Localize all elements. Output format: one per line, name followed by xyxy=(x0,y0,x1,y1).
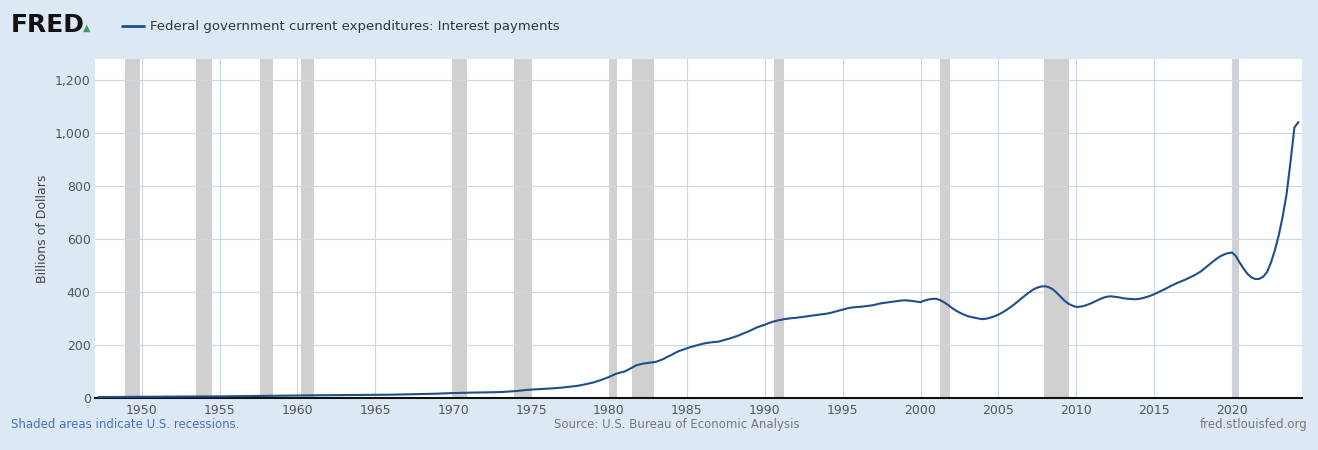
Text: Federal government current expenditures: Interest payments: Federal government current expenditures:… xyxy=(150,20,560,33)
Bar xyxy=(302,58,314,398)
Bar xyxy=(609,58,617,398)
Text: Shaded areas indicate U.S. recessions.: Shaded areas indicate U.S. recessions. xyxy=(11,418,239,431)
Bar xyxy=(452,58,468,398)
Text: ▲: ▲ xyxy=(83,23,91,33)
Text: fred.stlouisfed.org: fred.stlouisfed.org xyxy=(1199,418,1307,431)
Bar xyxy=(774,58,784,398)
Bar xyxy=(196,58,212,398)
Bar xyxy=(1232,58,1239,398)
Y-axis label: Billions of Dollars: Billions of Dollars xyxy=(37,174,49,283)
Bar xyxy=(125,58,140,398)
Text: FRED: FRED xyxy=(11,13,84,37)
Text: Source: U.S. Bureau of Economic Analysis: Source: U.S. Bureau of Economic Analysis xyxy=(554,418,799,431)
Bar xyxy=(940,58,950,398)
Bar xyxy=(1044,58,1069,398)
Bar xyxy=(260,58,273,398)
Bar xyxy=(633,58,655,398)
Bar xyxy=(514,58,532,398)
